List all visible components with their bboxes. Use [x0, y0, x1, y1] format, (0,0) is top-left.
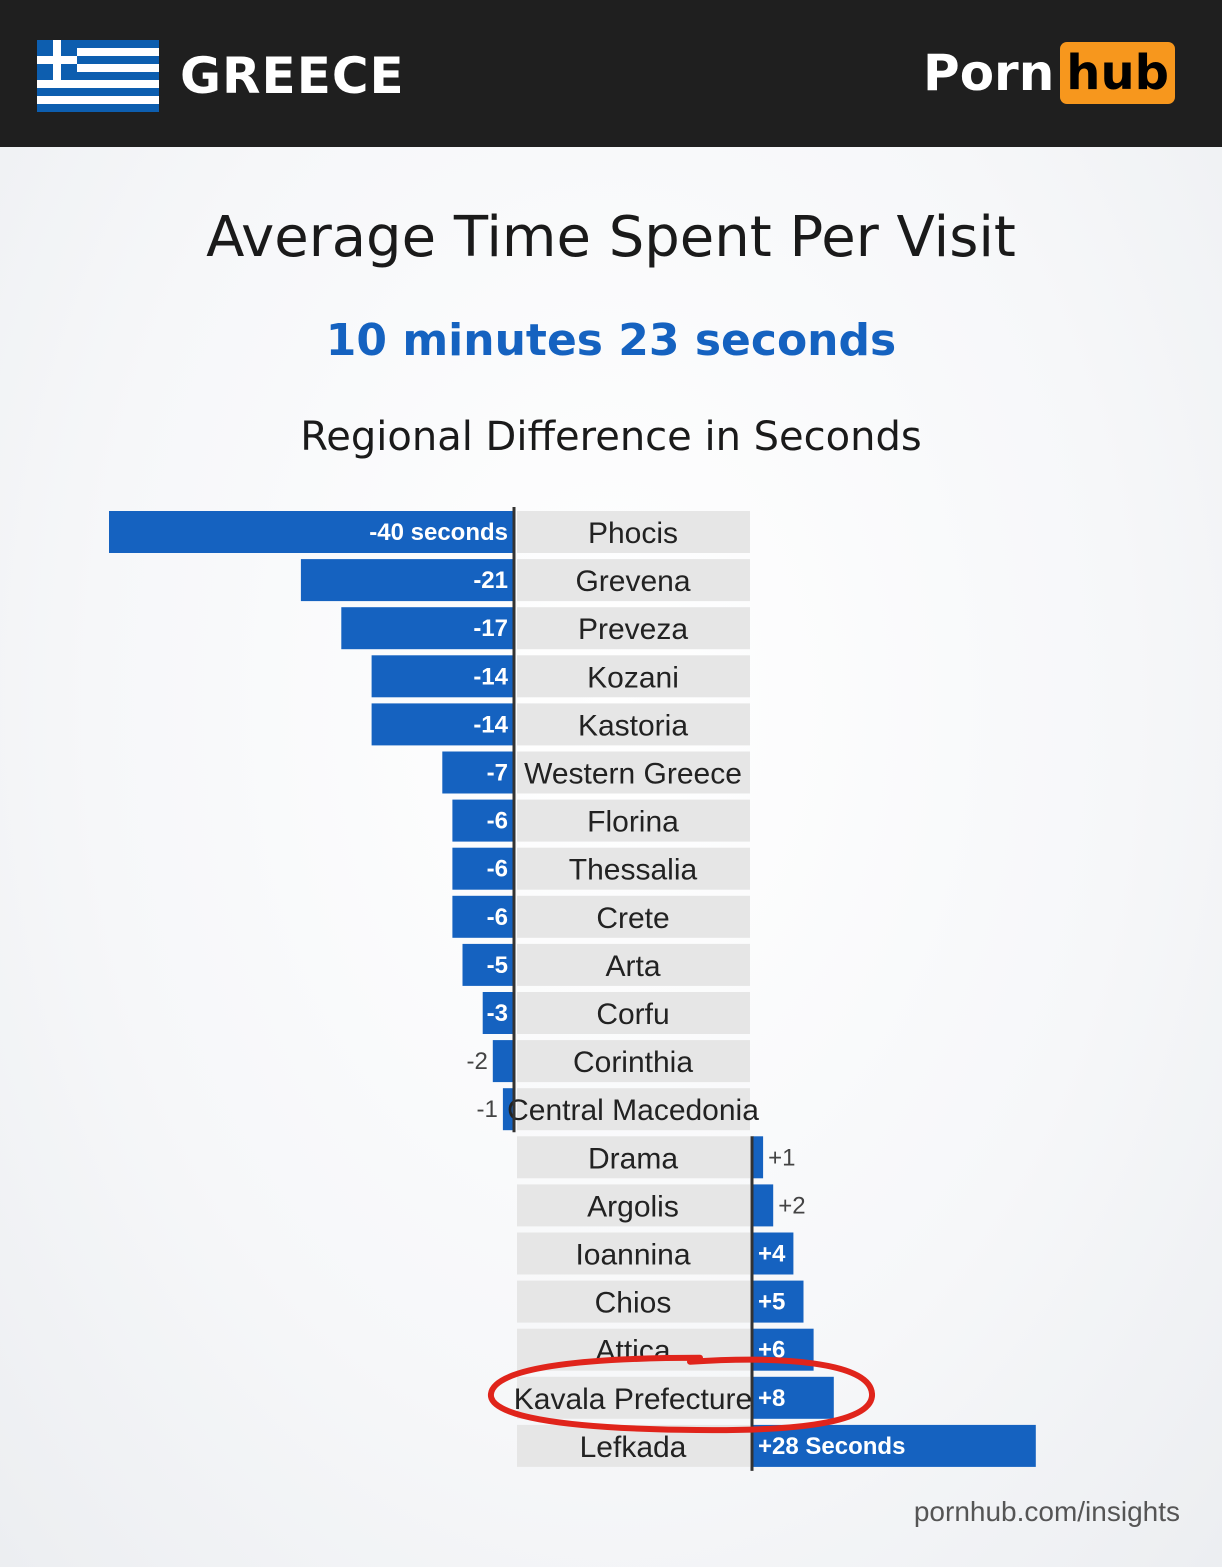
value-label-kavala-prefecture: +8: [758, 1385, 785, 1412]
region-label-ioannina: Ioannina: [575, 1239, 690, 1272]
highlight-circle: [488, 1354, 876, 1434]
value-label-western-greece: -7: [487, 760, 508, 787]
region-label-chios: Chios: [595, 1287, 672, 1320]
region-label-central-macedonia: Central Macedonia: [507, 1094, 759, 1127]
bar-kastoria: [371, 703, 513, 746]
region-label-florina: Florina: [587, 806, 679, 839]
section-title: Regional Difference in Seconds: [300, 414, 922, 460]
bar-corfu: [482, 992, 513, 1034]
bar-ioannina: [753, 1232, 794, 1275]
bar-argolis: [753, 1184, 774, 1227]
region-label-kavala-prefecture: Kavala Prefecture: [514, 1383, 752, 1416]
bar-lefkada: [753, 1424, 1036, 1467]
region-label-bg: [517, 1280, 750, 1323]
bar-kozani: [371, 655, 513, 698]
region-label-preveza: Preveza: [578, 613, 688, 646]
bar-drama: [753, 1136, 764, 1179]
region-label-bg: [517, 559, 750, 602]
bar-corinthia: [492, 1040, 513, 1083]
region-label-bg: [517, 655, 750, 698]
value-label-corfu: -3: [487, 1000, 508, 1027]
region-label-arta: Arta: [605, 950, 660, 983]
bar-preveza: [341, 607, 513, 650]
bar-kavala-prefecture: [753, 1376, 834, 1419]
greece-flag-icon: [37, 40, 159, 112]
value-label-chios: +5: [758, 1289, 785, 1316]
bar-western-greece: [442, 751, 513, 794]
logo-text-right: hub: [1060, 42, 1175, 104]
bar-crete: [452, 895, 513, 938]
region-label-argolis: Argolis: [587, 1190, 679, 1223]
region-label-bg: [517, 1040, 750, 1083]
region-label-bg: [517, 607, 750, 650]
value-label-phocis: -40 seconds: [369, 519, 508, 546]
bar-florina: [452, 799, 513, 842]
region-label-thessalia: Thessalia: [569, 854, 698, 887]
region-label-drama: Drama: [588, 1142, 678, 1175]
bar-phocis: [109, 511, 513, 553]
chart-title: Average Time Spent Per Visit: [206, 205, 1016, 270]
region-label-bg: [517, 1088, 750, 1131]
value-label-ioannina: +4: [758, 1241, 786, 1268]
region-label-corfu: Corfu: [596, 998, 669, 1031]
bar-central-macedonia: [502, 1088, 513, 1131]
value-label-arta: -5: [487, 952, 508, 979]
value-label-drama: +1: [768, 1144, 795, 1171]
region-label-kozani: Kozani: [587, 661, 679, 694]
region-label-phocis: Phocis: [588, 517, 678, 550]
country-name: GREECE: [180, 47, 405, 105]
brand-logo: Porn hub: [923, 42, 1175, 104]
value-label-kastoria: -14: [473, 711, 508, 738]
region-label-bg: [517, 703, 750, 746]
value-label-preveza: -17: [473, 615, 508, 642]
region-label-bg: [517, 1232, 750, 1275]
region-label-kastoria: Kastoria: [578, 709, 688, 742]
region-label-bg: [517, 992, 750, 1034]
region-label-bg: [517, 1136, 750, 1179]
value-label-argolis: +2: [778, 1192, 805, 1219]
region-label-bg: [517, 751, 750, 794]
bar-thessalia: [452, 847, 513, 890]
bar-arta: [462, 943, 513, 986]
region-label-grevena: Grevena: [575, 565, 690, 598]
average-time-value: 10 minutes 23 seconds: [325, 315, 897, 366]
value-label-central-macedonia: -1: [477, 1096, 498, 1123]
region-label-bg: [517, 1376, 750, 1419]
region-label-bg: [517, 1184, 750, 1227]
region-label-western-greece: Western Greece: [524, 758, 742, 791]
logo-text-left: Porn: [923, 44, 1055, 102]
header-bar: GREECE Porn hub: [0, 0, 1222, 147]
value-label-grevena: -21: [473, 567, 508, 594]
value-label-florina: -6: [487, 808, 508, 835]
region-label-bg: [517, 943, 750, 986]
source-link[interactable]: pornhub.com/insights: [913, 1496, 1180, 1527]
region-label-corinthia: Corinthia: [573, 1046, 693, 1079]
value-label-crete: -6: [487, 904, 508, 931]
value-label-corinthia: -2: [466, 1048, 487, 1075]
value-label-lefkada: +28 Seconds: [758, 1433, 905, 1460]
bar-grevena: [300, 559, 513, 602]
value-label-kozani: -14: [473, 663, 508, 690]
region-label-bg: [517, 847, 750, 890]
region-label-crete: Crete: [596, 902, 669, 935]
region-label-bg: [517, 511, 750, 553]
region-label-bg: [517, 895, 750, 938]
bar-chios: [753, 1280, 804, 1323]
value-label-thessalia: -6: [487, 856, 508, 883]
region-label-lefkada: Lefkada: [580, 1431, 687, 1464]
region-label-bg: [517, 799, 750, 842]
